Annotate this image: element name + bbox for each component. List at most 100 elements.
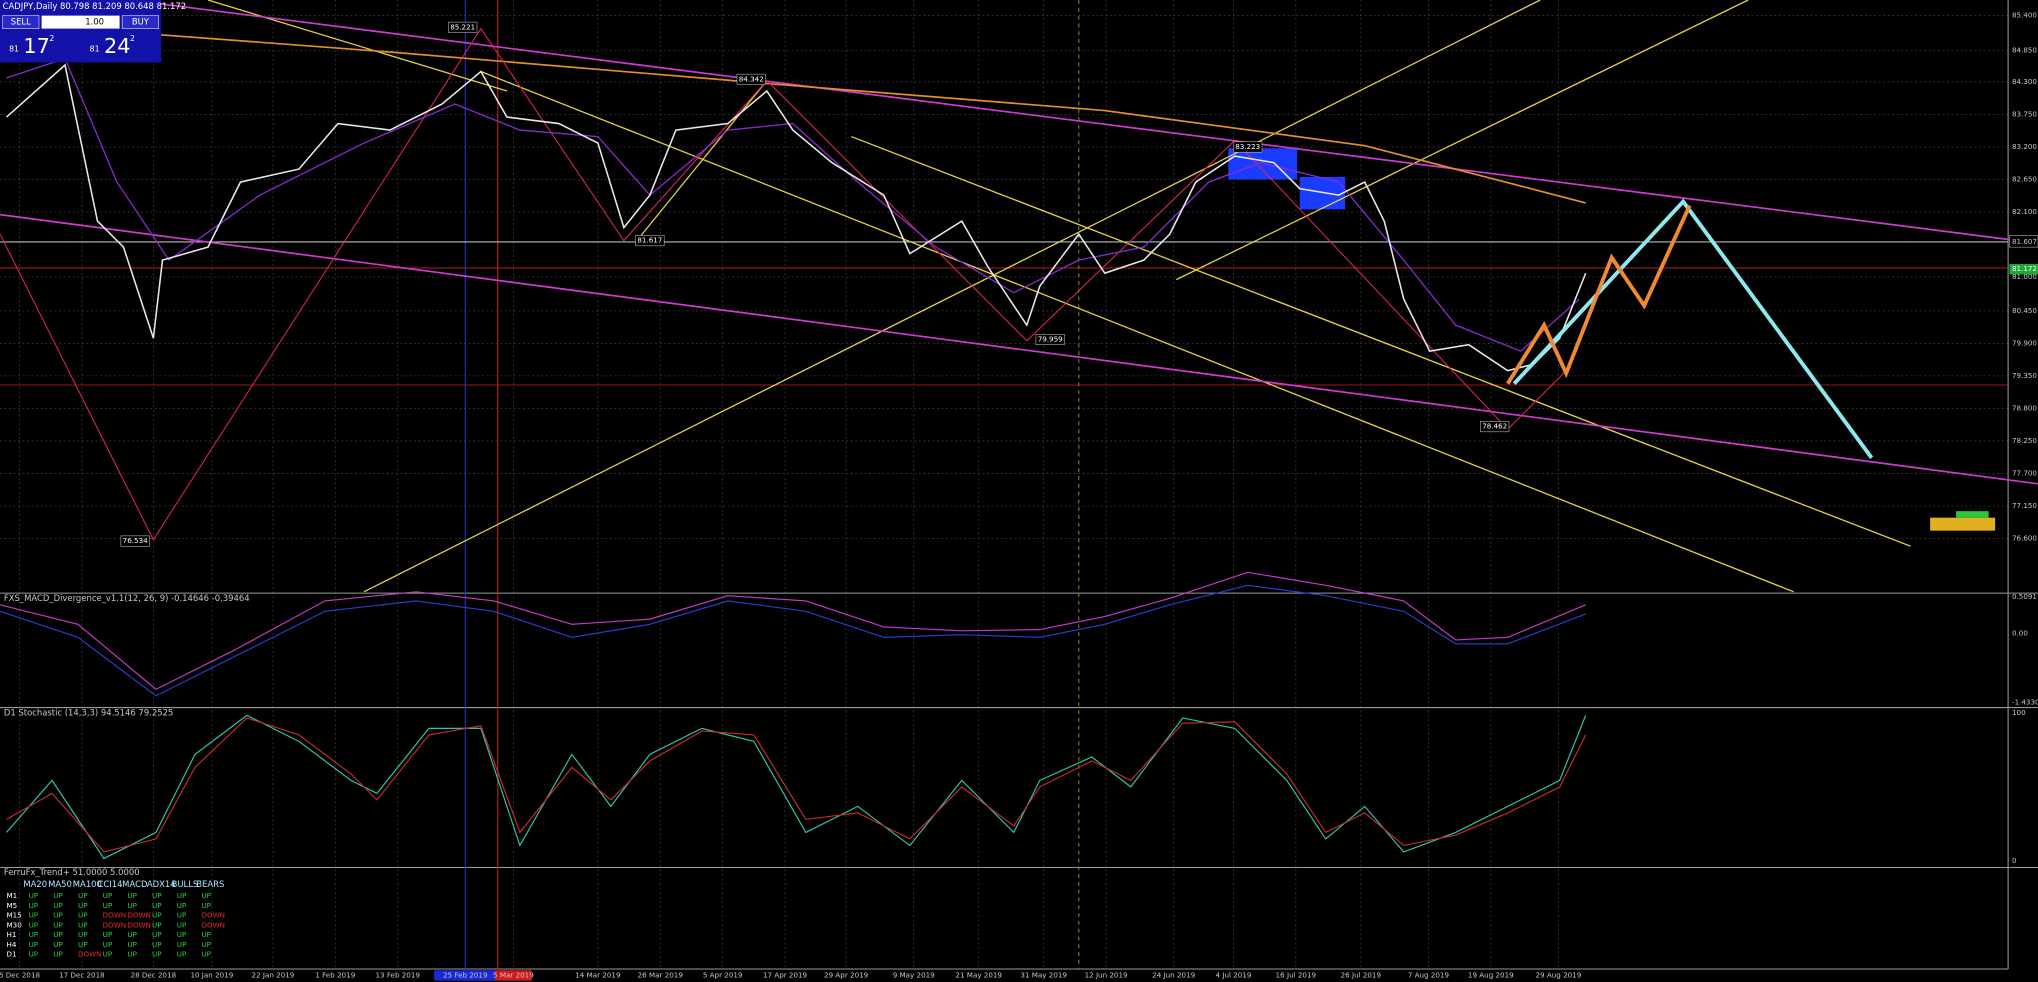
stoch-title: D1 Stochastic (14,3,3) 94.5146 79.2525 [4, 707, 173, 717]
lot-value[interactable]: 1.00 [85, 17, 104, 27]
date-highlight [434, 970, 497, 981]
date-label: 4 Jul 2019 [1216, 970, 1252, 979]
trend-cell: UP [53, 911, 63, 920]
trend-cell: UP [78, 920, 88, 929]
trend-lines [0, 0, 2038, 593]
trend-cell: UP [127, 901, 137, 910]
price-tag [2009, 235, 2038, 248]
date-label: 26 Mar 2019 [638, 970, 684, 979]
trend-cell: DOWN [201, 920, 225, 929]
date-label: 28 Dec 2018 [131, 970, 177, 979]
sell-label[interactable]: SELL [11, 17, 31, 27]
trend-line [851, 135, 1911, 547]
annotation: 79.959 [1038, 334, 1063, 343]
stoch-axis-label: 0 [2012, 856, 2017, 865]
trend-cell: UP [53, 940, 63, 949]
price-label: 79.350 [2012, 371, 2037, 380]
trend-timeframe: M1 [6, 891, 17, 900]
date-label: 1 Feb 2019 [315, 970, 355, 979]
trend-line [207, 0, 508, 92]
sell-button[interactable] [2, 15, 40, 29]
price-label: 83.200 [2012, 142, 2037, 151]
trend-cell: UP [78, 911, 88, 920]
date-label: 7 Aug 2019 [1408, 970, 1450, 979]
annotation: 85.221 [450, 22, 475, 31]
price-line [5, 63, 1587, 372]
price-label: 79.900 [2012, 338, 2037, 347]
stoch-main [6, 714, 1587, 860]
price-tag [2009, 264, 2038, 275]
trend-cell: UP [103, 930, 113, 939]
moving-average [6, 57, 1580, 352]
trend-header: ADX14 [147, 879, 176, 889]
macd-title: FXS_MACD_Divergence_v1.1(12, 26, 9) -0.1… [4, 593, 250, 603]
trend-cell: UP [127, 930, 137, 939]
buy-label[interactable]: BUY [132, 17, 150, 27]
trend-cell: UP [103, 940, 113, 949]
trend-cell: UP [29, 901, 39, 910]
price-label: 82.100 [2012, 207, 2037, 216]
trend-cell: UP [103, 901, 113, 910]
trend-cell: DOWN [201, 911, 225, 920]
annotation-box [1035, 334, 1065, 345]
date-label: 9 May 2019 [893, 970, 935, 979]
trend-cell: DOWN [103, 920, 127, 929]
trend-cell: UP [127, 950, 137, 959]
symbol-line: CADJPY,Daily 80.798 81.209 80.648 81.172 [3, 1, 186, 11]
date-label: 17 Apr 2019 [763, 970, 808, 979]
price-label: 78.800 [2012, 403, 2037, 412]
trend-header: BULLS [172, 879, 199, 889]
trend-timeframe: M15 [6, 911, 21, 920]
trend-header: MACD [122, 879, 147, 889]
trend-cell: UP [53, 891, 63, 900]
projection [1512, 198, 1874, 459]
ask-sup: 2 [130, 34, 135, 43]
trend-cell: UP [177, 950, 187, 959]
trend-cell: UP [53, 930, 63, 939]
annotation: 84.342 [739, 74, 764, 83]
price-label: 77.150 [2012, 501, 2037, 510]
signal-line [0, 571, 1586, 691]
annotation: 78.462 [1482, 422, 1507, 431]
volume-bar [1956, 511, 1989, 518]
trend-line [363, 0, 1541, 593]
trade-panel: CADJPY,Daily 80.798 81.209 80.648 81.172… [0, 0, 186, 63]
trend-cell: DOWN [78, 950, 102, 959]
date-label: 19 Aug 2019 [1468, 970, 1514, 979]
trend-line [0, 213, 2038, 485]
annotation-box [1233, 141, 1263, 153]
annotation-box [120, 535, 150, 547]
lot-field[interactable] [41, 15, 120, 29]
trend-cell: UP [78, 901, 88, 910]
trend-cell: UP [201, 940, 211, 949]
date-label: 24 Jun 2019 [1152, 970, 1195, 979]
macd-axis-label: 0.00 [2012, 628, 2028, 637]
date-label: 29 Aug 2019 [1536, 970, 1582, 979]
trend-cell: UP [53, 901, 63, 910]
macd-line [0, 584, 1586, 697]
current-price: 81.172 [2012, 264, 2037, 273]
trend-cell: UP [29, 930, 39, 939]
trend-header: MA50 [48, 879, 72, 889]
stoch-signal [6, 717, 1587, 853]
trend-cell: UP [201, 950, 211, 959]
trend-timeframe: M5 [6, 901, 17, 910]
date-label: 22 Jan 2019 [252, 970, 295, 979]
moving-average [77, 27, 1586, 204]
trend-cell: UP [103, 891, 113, 900]
price-label: 78.250 [2012, 436, 2037, 445]
price-label: 84.300 [2012, 77, 2037, 86]
trend-header: CCI14 [97, 879, 122, 889]
trend-cell: UP [29, 891, 39, 900]
trend-cell: UP [152, 920, 162, 929]
trend-cell: UP [152, 950, 162, 959]
trend-cell: DOWN [103, 911, 127, 920]
projection [1506, 204, 1692, 385]
date-label: 29 Apr 2019 [824, 970, 869, 979]
buy-button[interactable] [121, 15, 159, 29]
date-label: 12 Jun 2019 [1085, 970, 1128, 979]
trend-line [1175, 0, 1749, 281]
date-label: 31 May 2019 [1020, 970, 1067, 979]
trend-header: MA100 [73, 879, 102, 889]
price-label: 80.450 [2012, 306, 2037, 315]
